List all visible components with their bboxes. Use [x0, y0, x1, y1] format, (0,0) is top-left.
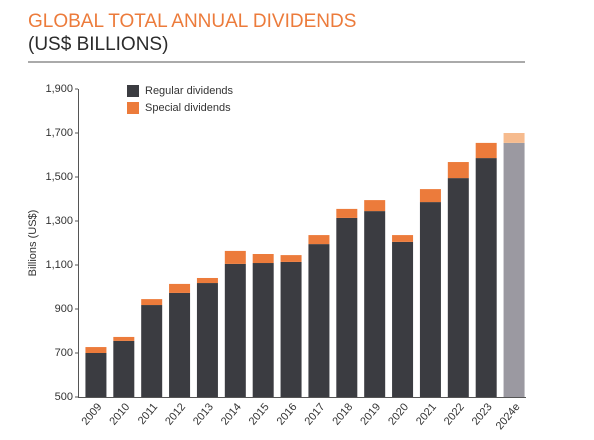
bar-segment [475, 142, 497, 159]
bar-segment [308, 235, 330, 245]
bar-segment [280, 255, 302, 262]
bar-segment [392, 235, 414, 242]
bar-segment [419, 189, 441, 203]
x-tick-label: 2012 [163, 401, 188, 427]
bar-segment [392, 241, 414, 397]
x-tick-label: 2024e [494, 401, 523, 432]
legend-label: Special dividends [145, 102, 231, 114]
x-tick-label: 2018 [330, 401, 355, 427]
bar-segment [113, 340, 135, 397]
y-tick-label: 1,500 [45, 171, 73, 183]
x-tick-label: 2020 [386, 401, 411, 427]
x-tick-label: 2015 [247, 401, 272, 427]
x-tick-label: 2014 [219, 401, 244, 427]
y-tick-label: 900 [55, 303, 73, 315]
x-tick-label: 2009 [80, 401, 105, 427]
y-tick-label: 500 [55, 391, 73, 403]
y-axis-label: Billions (US$) [27, 210, 39, 277]
bar-segment [475, 158, 497, 397]
bar-segment [113, 336, 135, 341]
x-tick-label: 2013 [191, 401, 216, 427]
bar-segment [364, 200, 386, 212]
legend-label: Regular dividends [145, 85, 234, 97]
bar-segment [169, 283, 191, 293]
bar-segment [364, 211, 386, 397]
bar-segment [447, 178, 469, 397]
bar-segment [419, 202, 441, 397]
bar-segment [196, 277, 218, 284]
bar-segment [169, 292, 191, 397]
bar-segment [503, 142, 525, 397]
y-tick-label: 1,300 [45, 215, 73, 227]
bar-segment [141, 299, 163, 306]
bar-segment [336, 217, 358, 397]
bar-segment [224, 250, 246, 264]
x-tick-label: 2022 [442, 401, 467, 427]
x-tick-label: 2010 [107, 401, 132, 427]
legend-swatch [127, 102, 139, 114]
x-tick-label: 2017 [303, 401, 328, 427]
bar-segment [280, 261, 302, 397]
y-tick-label: 700 [55, 347, 73, 359]
x-tick-label: 2019 [358, 401, 383, 427]
bar-segment [85, 347, 107, 353]
bar-segment [252, 263, 274, 397]
bar-segment [336, 208, 358, 218]
y-tick-label: 1,100 [45, 259, 73, 271]
bar-segment [447, 162, 469, 179]
bar-segment [85, 353, 107, 397]
bar-segment [252, 254, 274, 264]
x-tick-label: 2011 [136, 401, 160, 427]
y-tick-label: 1,700 [45, 127, 73, 139]
x-tick-label: 2016 [275, 401, 300, 427]
legend-swatch [127, 85, 139, 97]
bar-segment [196, 283, 218, 397]
bar-segment [141, 305, 163, 397]
bar-segment [503, 133, 525, 143]
x-tick-label: 2023 [470, 401, 495, 427]
bar-segment [308, 244, 330, 397]
x-tick-label: 2021 [414, 401, 439, 427]
bar-segment [224, 263, 246, 397]
chart-subtitle: (US$ BILLIONS) [28, 34, 168, 55]
y-tick-label: 1,900 [45, 83, 73, 95]
chart-title: GLOBAL TOTAL ANNUAL DIVIDENDS [28, 11, 356, 32]
